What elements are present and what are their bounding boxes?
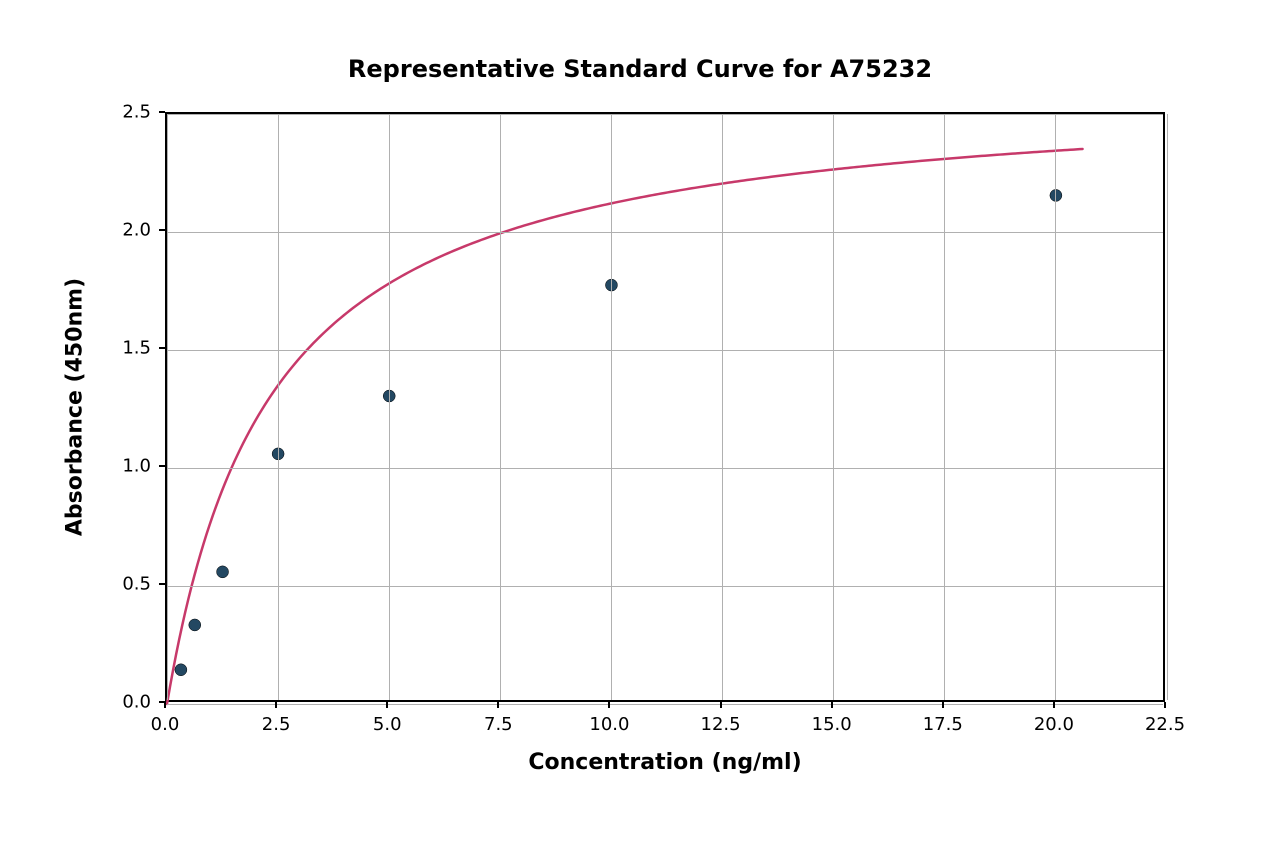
gridline-h <box>167 468 1163 469</box>
xtick <box>497 702 499 708</box>
figure: Representative Standard Curve for A75232… <box>0 0 1280 845</box>
xtick-label: 10.0 <box>589 714 629 735</box>
gridline-v <box>722 114 723 700</box>
xtick-label: 15.0 <box>812 714 852 735</box>
xtick-label: 5.0 <box>373 714 402 735</box>
gridline-v <box>1055 114 1056 700</box>
xtick <box>608 702 610 708</box>
gridline-v <box>389 114 390 700</box>
xtick <box>275 702 277 708</box>
ytick <box>159 229 165 231</box>
plot-area <box>165 112 1165 702</box>
ytick <box>159 347 165 349</box>
xtick <box>831 702 833 708</box>
gridline-v <box>500 114 501 700</box>
xtick-label: 12.5 <box>701 714 741 735</box>
gridline-v <box>833 114 834 700</box>
gridline-v <box>944 114 945 700</box>
ytick-label: 1.5 <box>122 338 151 359</box>
gridline-v <box>1167 114 1168 700</box>
gridline-h <box>167 232 1163 233</box>
chart-title: Representative Standard Curve for A75232 <box>0 55 1280 83</box>
xtick <box>1164 702 1166 708</box>
xtick <box>942 702 944 708</box>
xtick-label: 7.5 <box>484 714 513 735</box>
ytick <box>159 583 165 585</box>
xtick-label: 17.5 <box>923 714 963 735</box>
gridline-h <box>167 586 1163 587</box>
gridline-h <box>167 114 1163 115</box>
data-point <box>189 619 201 631</box>
gridline-h <box>167 704 1163 705</box>
data-point <box>175 664 187 676</box>
x-axis-label: Concentration (ng/ml) <box>528 750 801 775</box>
xtick <box>386 702 388 708</box>
ytick-label: 2.0 <box>122 220 151 241</box>
gridline-h <box>167 350 1163 351</box>
xtick-label: 2.5 <box>262 714 291 735</box>
xtick-label: 0.0 <box>151 714 180 735</box>
ytick <box>159 465 165 467</box>
xtick-label: 20.0 <box>1034 714 1074 735</box>
xtick <box>720 702 722 708</box>
y-axis-label: Absorbance (450nm) <box>63 278 88 536</box>
gridline-v <box>167 114 168 700</box>
xtick <box>1053 702 1055 708</box>
xtick-label: 22.5 <box>1145 714 1185 735</box>
ytick-label: 2.5 <box>122 102 151 123</box>
gridline-v <box>611 114 612 700</box>
ytick-label: 0.0 <box>122 692 151 713</box>
ytick-label: 1.0 <box>122 456 151 477</box>
ytick <box>159 701 165 703</box>
gridline-v <box>278 114 279 700</box>
data-point <box>217 566 229 578</box>
ytick-label: 0.5 <box>122 574 151 595</box>
ytick <box>159 111 165 113</box>
chart-svg <box>167 114 1167 704</box>
